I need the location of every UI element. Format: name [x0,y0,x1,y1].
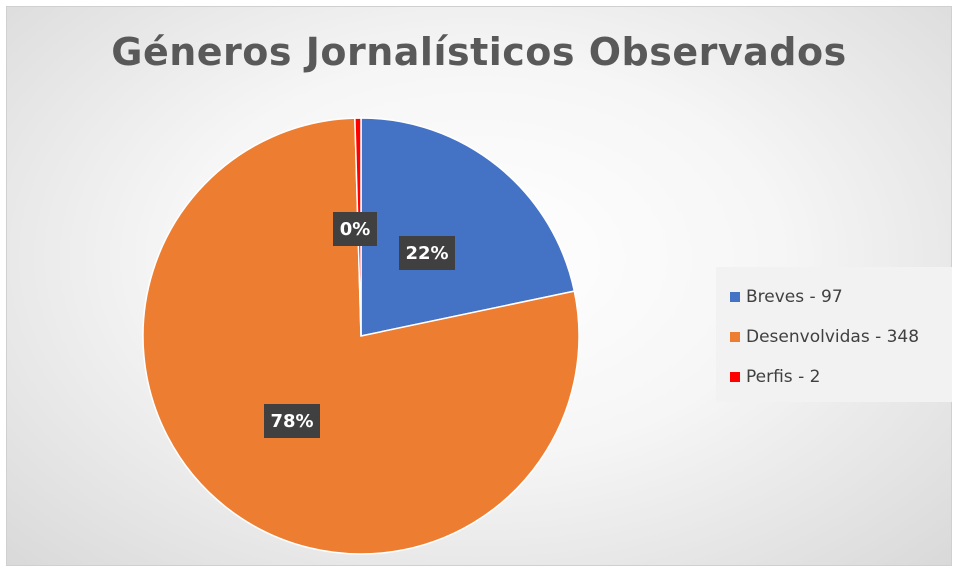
legend-label: Breves - 97 [746,287,843,307]
pie-slice-2 [142,117,580,555]
data-label-3: 0% [333,212,377,246]
legend-item-2: Desenvolvidas - 348 [730,317,952,357]
legend-label: Perfis - 2 [746,367,821,387]
chart-legend: Breves - 97 Desenvolvidas - 348 Perfis - 2 [716,267,952,402]
legend-swatch [730,292,740,302]
pie-slice-1 [360,117,576,337]
data-label-1: 22% [399,236,455,270]
legend-item-1: Breves - 97 [730,277,952,317]
data-label-box [399,236,455,270]
data-label-box [333,212,377,246]
legend-label: Desenvolvidas - 348 [746,327,920,347]
data-label-box [264,404,320,438]
chart-title: Géneros Jornalísticos Observados [111,30,847,74]
legend-swatch [730,372,740,382]
legend-swatch [730,332,740,342]
data-label-text: 78% [270,411,313,432]
data-label-2: 78% [264,404,320,438]
data-label-text: 0% [340,219,371,240]
data-label-text: 22% [405,243,448,264]
legend-item-3: Perfis - 2 [730,357,952,397]
